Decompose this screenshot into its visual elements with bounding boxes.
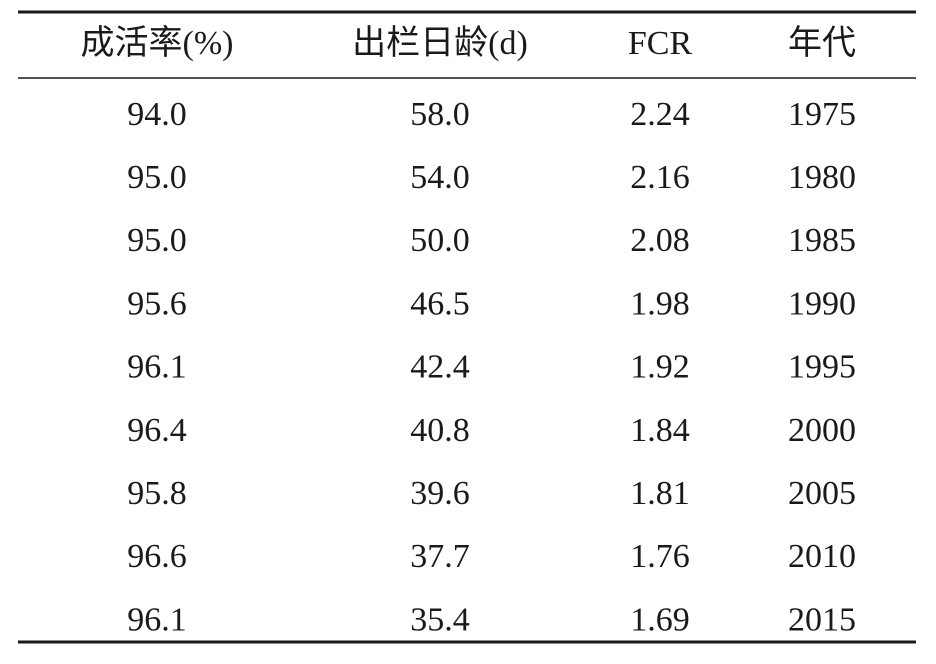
cell: 1.81 bbox=[630, 475, 690, 512]
cell: 1985 bbox=[788, 222, 856, 259]
cell: 42.4 bbox=[410, 349, 470, 386]
cell: 1.69 bbox=[630, 601, 690, 638]
cell: 1990 bbox=[788, 285, 856, 322]
cell: 96.6 bbox=[127, 538, 187, 575]
cell: 1.84 bbox=[630, 412, 690, 449]
cell: 96.1 bbox=[127, 349, 187, 386]
cell: 54.0 bbox=[410, 159, 470, 196]
cell: 1980 bbox=[788, 159, 856, 196]
cell: 46.5 bbox=[410, 285, 470, 322]
cell: 1995 bbox=[788, 349, 856, 386]
cell: 2.16 bbox=[630, 159, 690, 196]
cell: 58.0 bbox=[410, 96, 470, 133]
cell: 95.6 bbox=[127, 285, 187, 322]
cell: 2015 bbox=[788, 601, 856, 638]
cell: 2.08 bbox=[630, 222, 690, 259]
cell: 40.8 bbox=[410, 412, 470, 449]
cell: 96.4 bbox=[127, 412, 187, 449]
cell: 37.7 bbox=[410, 538, 470, 575]
cell: 1975 bbox=[788, 96, 856, 133]
header-cell: 年代 bbox=[788, 24, 856, 62]
cell: 2010 bbox=[788, 538, 856, 575]
header-cell: 成活率(%) bbox=[81, 24, 234, 62]
cell: 1.76 bbox=[630, 538, 690, 575]
cell: 95.0 bbox=[127, 222, 187, 259]
cell: 1.98 bbox=[630, 285, 690, 322]
cell: 94.0 bbox=[127, 96, 187, 133]
cell: 39.6 bbox=[410, 475, 470, 512]
header-cell: 出栏日龄(d) bbox=[352, 24, 528, 62]
cell: 50.0 bbox=[410, 222, 470, 259]
cell: 2.24 bbox=[630, 96, 690, 133]
cell: 96.1 bbox=[127, 601, 187, 638]
cell: 95.8 bbox=[127, 475, 187, 512]
cell: 2005 bbox=[788, 475, 856, 512]
cell: 1.92 bbox=[630, 349, 690, 386]
header-cell: FCR bbox=[628, 25, 693, 62]
cell: 35.4 bbox=[410, 601, 470, 638]
cell: 2000 bbox=[788, 412, 856, 449]
cell: 95.0 bbox=[127, 159, 187, 196]
